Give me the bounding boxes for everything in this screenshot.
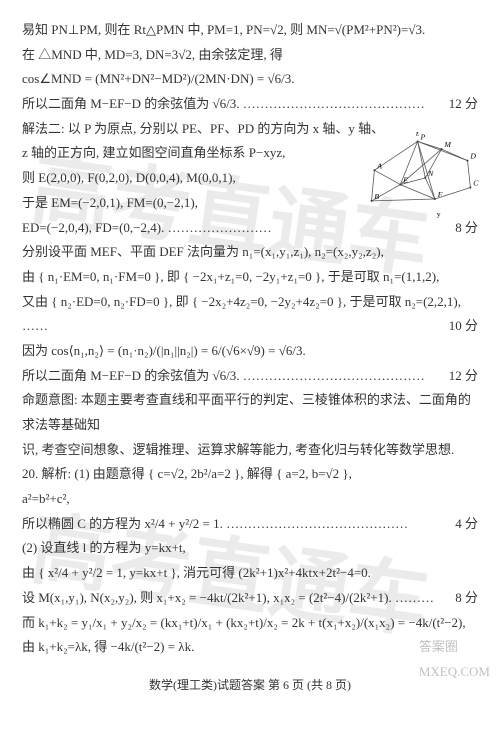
text-line: 由 { x²/4 + y²/2 = 1, y=kx+t }, 消元可得 (2k²… [22, 561, 478, 586]
points-label: 8 分 [455, 216, 478, 241]
text-line: 分别设平面 MEF、平面 DEF 法向量为 n₁=(x₁,y₁,z₁), n₂=… [22, 240, 478, 265]
points-label: 8 分 [455, 586, 478, 611]
text-line: z 轴的正方向, 建立如图空间直角坐标系 P−xyz, [22, 141, 478, 166]
text-line: ED=(−2,0,4), FD=(0,−2,4). ……………………8 分 [22, 216, 478, 241]
text-line: 则 E(2,0,0), F(0,2,0), D(0,0,4), M(0,0,1)… [22, 166, 478, 191]
text-line: 20. 解析: (1) 由题意得 { c=√2, 2b²/a=2 }, 解得 {… [22, 462, 478, 487]
solution-text: 易知 PN⊥PM, 则在 Rt△PMN 中, PM=1, PN=√2, 则 MN… [22, 18, 478, 660]
text-line: 易知 PN⊥PM, 则在 Rt△PMN 中, PM=1, PN=√2, 则 MN… [22, 18, 478, 43]
text-line: 由 { n₁·EM=0, n₁·FM=0 }, 即 { −2x₁+z₁=0, −… [22, 265, 478, 290]
text-line: 在 △MND 中, MD=3, DN=3√2, 由余弦定理, 得 [22, 43, 478, 68]
text-line: 设 M(x₁,y₁), N(x₂,y₂), 则 x₁+x₂ = −4kt/(2k… [22, 586, 478, 611]
points-label: 12 分 [449, 92, 478, 117]
text-line: 因为 cos⟨n₁,n₂⟩ = (n₁·n₂)/(|n₁||n₂|) = 6/(… [22, 339, 478, 364]
text-line: 所以二面角 M−EF−D 的余弦值为 √6/3. ……………………………………1… [22, 364, 478, 389]
points-label: 4 分 [455, 512, 478, 537]
text-line: 解法二: 以 P 为原点, 分别以 PE、PF、PD 的方向为 x 轴、y 轴、 [22, 117, 478, 142]
text-line: 于是 EM=(−2,0,1), FM=(0,−2,1), [22, 191, 478, 216]
text-line: 识, 考查空间想象、逻辑推理、运算求解等能力, 考查化归与转化等数学思想. [22, 438, 478, 463]
text-line: 而 k₁+k₂ = y₁/x₁ + y₂/x₂ = (kx₁+t)/x₁ + (… [22, 611, 478, 636]
text-line: 又由 { n₂·ED=0, n₂·FD=0 }, 即 { −2x₂+4z₂=0,… [22, 290, 478, 339]
text-line: 所以二面角 M−EF−D 的余弦值为 √6/3. ……………………………………1… [22, 92, 478, 117]
page-footer: 数学(理工类)试题答案 第 6 页 (共 8 页) [22, 674, 478, 697]
text-line: (2) 设直线 l 的方程为 y=kx+t, [22, 536, 478, 561]
text-line: 命题意图: 本题主要考查直线和平面平行的判定、三棱锥体积的求法、二面角的求法等基… [22, 388, 478, 437]
points-label: 10 分 [449, 314, 478, 339]
text-line: a²=b²+c², [22, 487, 478, 512]
text-line: 由 k₁+k₂=λk, 得 −4k/(t²−2) = λk. [22, 635, 478, 660]
text-line: cos∠MND = (MN²+DN²−MD²)/(2MN·DN) = √6/3. [22, 67, 478, 92]
points-label: 12 分 [449, 364, 478, 389]
text-line: 所以椭圆 C 的方程为 x²/4 + y²/2 = 1. ……………………………… [22, 512, 478, 537]
